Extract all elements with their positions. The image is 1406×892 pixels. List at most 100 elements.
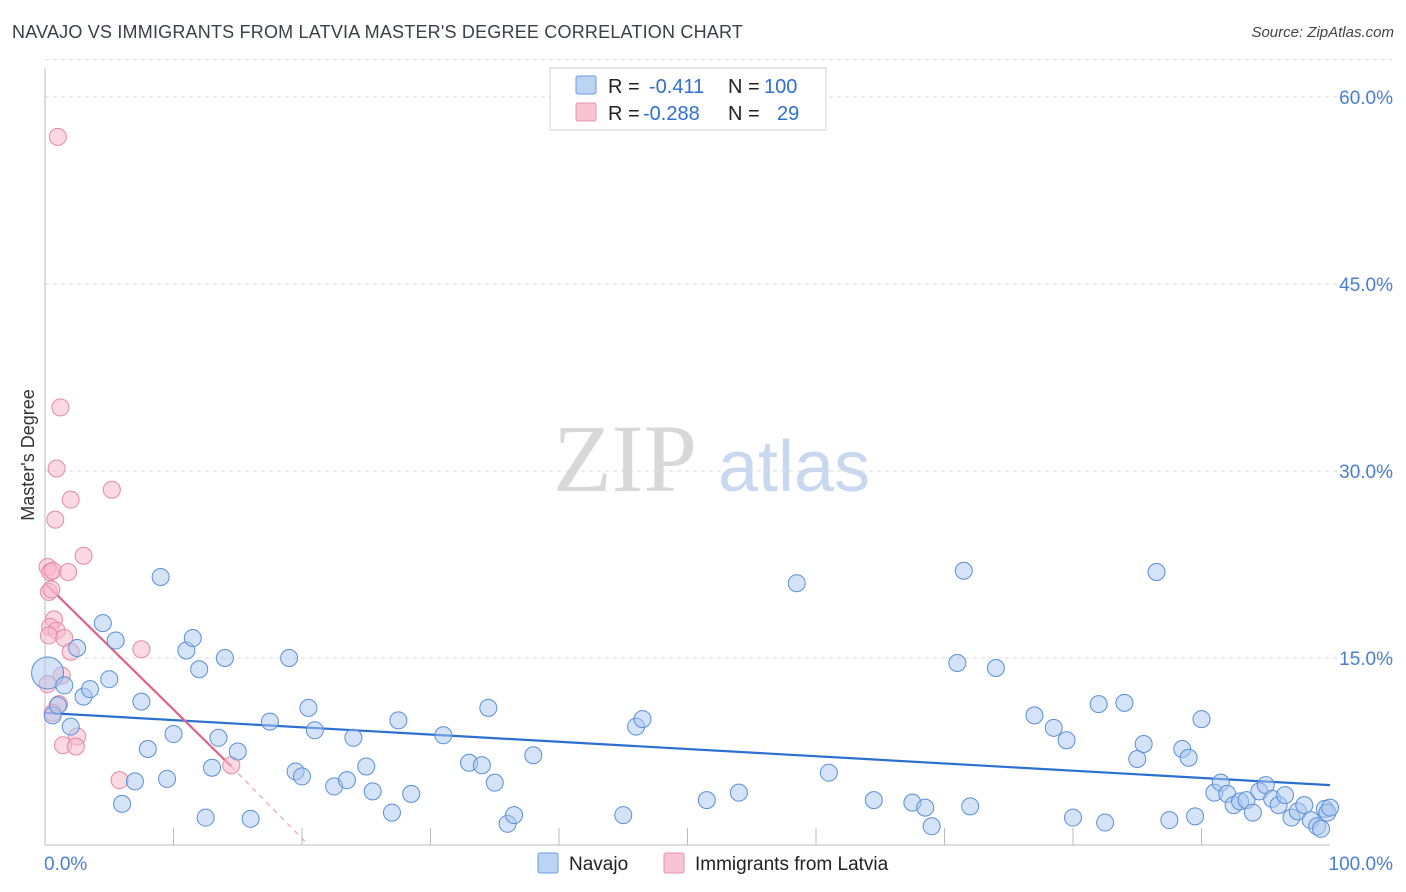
navajo-point bbox=[1192, 710, 1211, 729]
y-tick-label: 30.0% bbox=[1339, 462, 1393, 483]
navajo-point bbox=[48, 696, 67, 715]
navajo-point bbox=[864, 791, 883, 810]
latvia-point bbox=[46, 510, 65, 529]
navajo-point bbox=[337, 771, 356, 790]
navajo-point bbox=[479, 698, 498, 717]
navajo-point bbox=[729, 783, 748, 802]
navajo-point bbox=[164, 725, 183, 744]
x-tick-label-max: 100.0% bbox=[1329, 854, 1394, 875]
navajo-point bbox=[614, 806, 633, 825]
navajo-point bbox=[113, 794, 132, 813]
navajo-point bbox=[1321, 798, 1339, 817]
latvia-point bbox=[39, 626, 58, 645]
navajo-point bbox=[402, 784, 421, 803]
navajo-point bbox=[524, 746, 543, 765]
stats-legend: R = -0.411 N = 100 R = -0.288 N = 29 bbox=[549, 67, 827, 131]
latvia-point bbox=[47, 459, 66, 478]
navajo-point bbox=[125, 772, 144, 791]
navajo-point bbox=[151, 567, 170, 586]
navajo-point bbox=[344, 728, 363, 747]
series-legend: Navajo Immigrants from Latvia bbox=[537, 852, 889, 875]
y-axis-label: Master's Degree bbox=[18, 389, 38, 520]
watermark-atlas: atlas bbox=[718, 427, 870, 507]
navajo-point bbox=[1243, 803, 1262, 822]
navajo-point bbox=[1096, 813, 1115, 832]
latvia-point bbox=[132, 640, 151, 659]
navajo-point bbox=[1276, 786, 1295, 805]
navajo-point bbox=[697, 791, 716, 810]
navajo-point bbox=[241, 809, 260, 828]
navajo-point bbox=[209, 728, 228, 747]
latvia-point bbox=[43, 561, 62, 580]
legend-n-label-1: N = bbox=[728, 76, 760, 98]
legend-r-label-1: R = bbox=[608, 76, 640, 98]
series-legend-swatch-latvia bbox=[663, 852, 685, 874]
legend-r-label-2: R = bbox=[608, 103, 640, 125]
navajo-point bbox=[61, 717, 80, 736]
latvia-trend-line bbox=[44, 582, 233, 768]
navajo-point bbox=[100, 670, 119, 689]
legend-n-value-1: 100 bbox=[764, 76, 797, 98]
navajo-point bbox=[1044, 718, 1063, 737]
navajo-points bbox=[31, 561, 1339, 838]
latvia-point bbox=[74, 546, 93, 565]
navajo-point bbox=[948, 653, 967, 672]
navajo-point bbox=[196, 808, 215, 827]
latvia-point bbox=[102, 480, 121, 499]
navajo-point bbox=[1186, 807, 1205, 826]
navajo-point bbox=[158, 769, 177, 788]
latvia-point bbox=[42, 580, 61, 599]
navajo-point bbox=[68, 639, 87, 658]
navajo-point bbox=[132, 692, 151, 711]
navajo-point bbox=[787, 574, 806, 593]
navajo-point bbox=[382, 803, 401, 822]
navajo-point bbox=[819, 763, 838, 782]
y-tick-label: 60.0% bbox=[1339, 88, 1393, 109]
latvia-point bbox=[51, 398, 70, 417]
gridlines bbox=[45, 59, 1392, 659]
navajo-point bbox=[961, 797, 980, 816]
navajo-point bbox=[357, 757, 376, 776]
y-tick-label: 15.0% bbox=[1339, 649, 1393, 670]
navajo-point bbox=[228, 742, 247, 761]
navajo-point bbox=[293, 767, 311, 786]
navajo-point bbox=[203, 758, 222, 777]
navajo-point bbox=[633, 710, 652, 729]
navajo-point bbox=[954, 561, 973, 580]
navajo-point bbox=[55, 676, 74, 695]
navajo-point bbox=[1128, 749, 1147, 768]
navajo-point bbox=[190, 660, 209, 679]
navajo-point bbox=[1312, 819, 1331, 838]
legend-n-value-2: 29 bbox=[777, 103, 799, 125]
y-tick-label: 45.0% bbox=[1339, 275, 1393, 296]
legend-n-label-2: N = bbox=[728, 103, 760, 125]
navajo-point bbox=[472, 756, 491, 775]
navajo-point bbox=[505, 806, 524, 825]
latvia-point bbox=[59, 562, 78, 581]
navajo-point bbox=[1295, 796, 1314, 815]
navajo-point bbox=[986, 658, 1005, 677]
navajo-point bbox=[485, 773, 504, 792]
navajo-point bbox=[434, 726, 453, 745]
navajo-point bbox=[80, 680, 99, 699]
legend-r-value-1: -0.411 bbox=[649, 76, 704, 98]
navajo-point bbox=[1179, 748, 1198, 767]
navajo-point bbox=[916, 798, 935, 817]
legend-r-value-2: -0.288 bbox=[643, 103, 700, 125]
navajo-point bbox=[363, 782, 382, 801]
navajo-point bbox=[31, 656, 65, 690]
trend-lines bbox=[44, 582, 1331, 846]
watermark-zip: ZIP bbox=[553, 405, 697, 512]
navajo-point bbox=[1147, 562, 1166, 581]
navajo-point bbox=[138, 740, 157, 759]
latvia-point bbox=[61, 490, 80, 509]
source-label: Source: ZipAtlas.com bbox=[1251, 24, 1394, 41]
navajo-point bbox=[299, 698, 318, 717]
latvia-trend-extension bbox=[230, 766, 309, 846]
series-legend-navajo: Navajo bbox=[569, 854, 628, 875]
latvia-point bbox=[48, 127, 67, 146]
latvia-point bbox=[110, 771, 129, 790]
navajo-point bbox=[1134, 735, 1153, 754]
navajo-point bbox=[1025, 706, 1044, 725]
